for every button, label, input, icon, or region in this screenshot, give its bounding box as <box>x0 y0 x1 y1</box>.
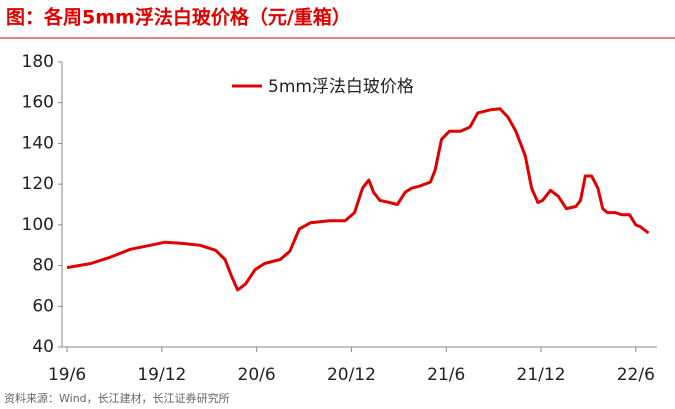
y-tick-label: 60 <box>32 296 54 316</box>
x-tick-label: 21/12 <box>517 365 566 385</box>
x-tick-label: 21/6 <box>427 365 465 385</box>
x-tick-label: 19/6 <box>48 365 86 385</box>
price-line <box>66 107 650 292</box>
y-tick-label: 40 <box>32 337 54 357</box>
y-tick-label: 160 <box>22 93 54 113</box>
y-tick-label: 140 <box>22 133 54 153</box>
y-tick-label: 100 <box>22 215 54 235</box>
y-tick-label: 80 <box>32 256 54 276</box>
x-tick-label: 22/6 <box>617 365 655 385</box>
x-tick-label: 20/12 <box>327 365 376 385</box>
y-tick-label: 180 <box>22 52 54 72</box>
x-tick-label: 19/12 <box>137 365 186 385</box>
legend-label: 5mm浮法白玻价格 <box>268 77 414 97</box>
chart-title: 图：各周5mm浮法白玻价格（元/重箱） <box>6 6 351 29</box>
y-tick-label: 120 <box>22 174 54 194</box>
source-note: 资料来源：Wind，长江建材，长江证券研究所 <box>4 391 230 405</box>
x-tick-label: 20/6 <box>238 365 276 385</box>
